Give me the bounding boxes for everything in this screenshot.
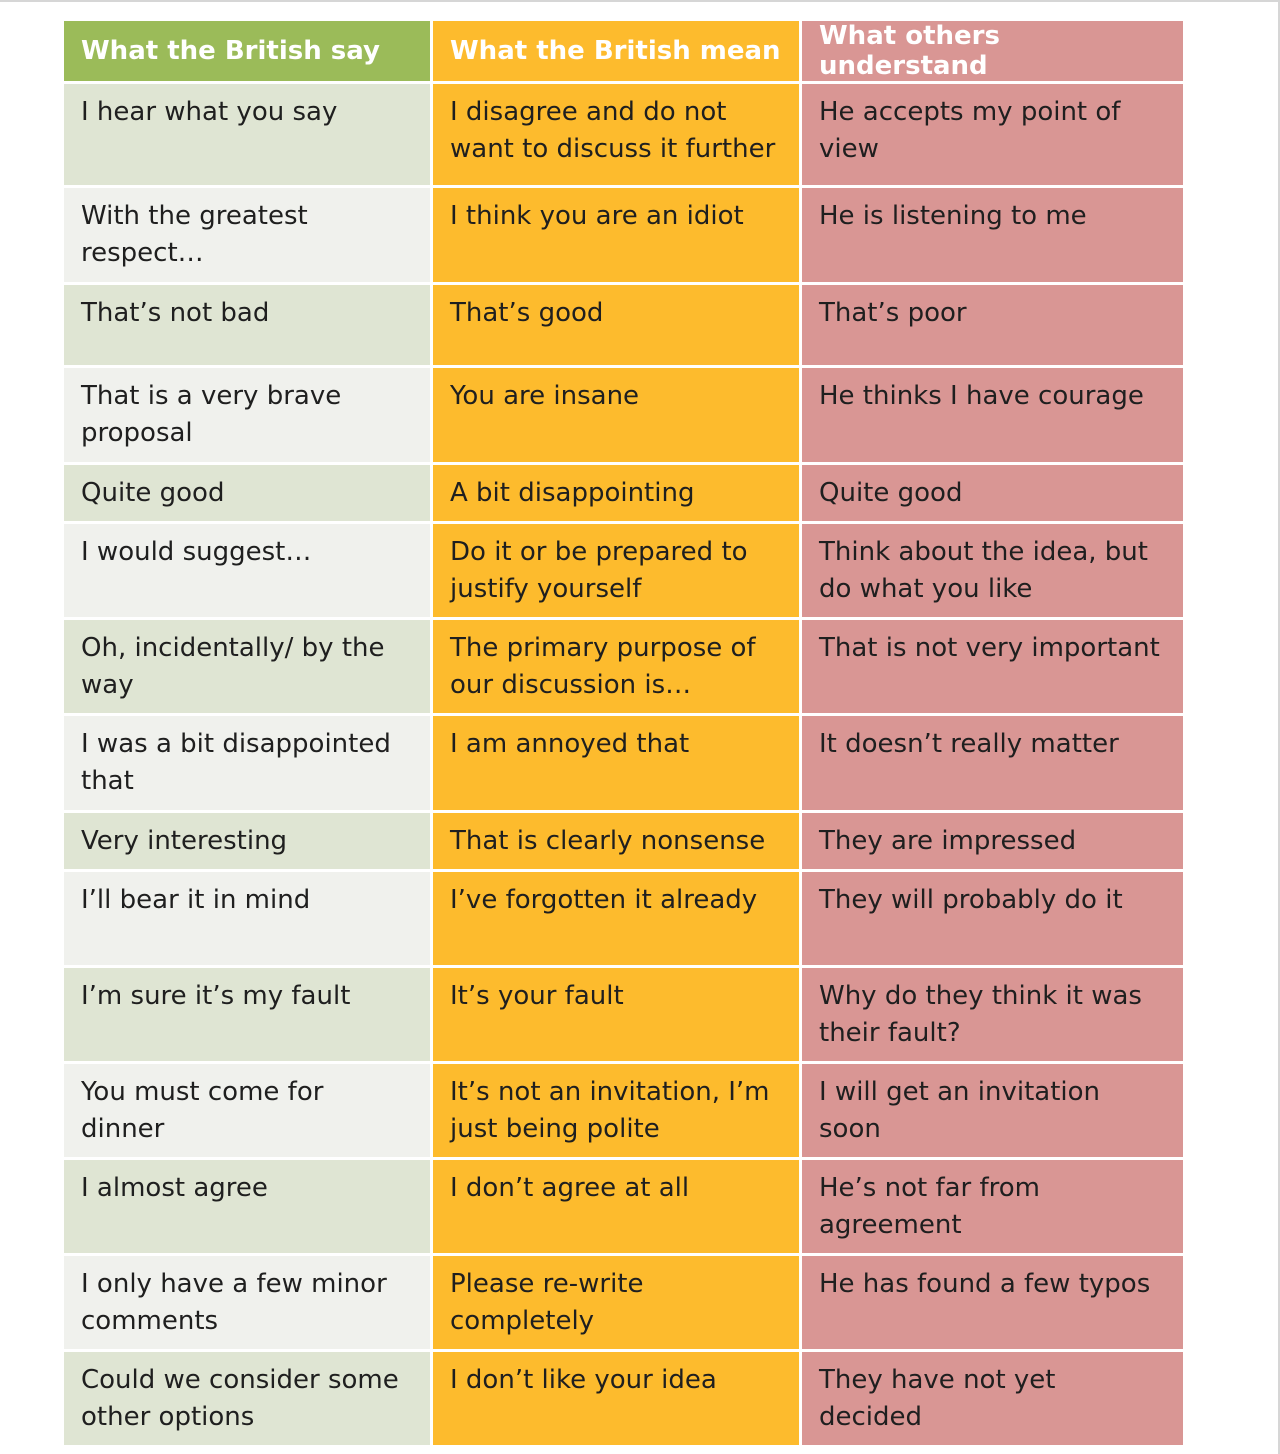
table-row: I was a bit disappointed that I am annoy…: [64, 716, 1183, 810]
table-row: I only have a few minor comments Please …: [64, 1256, 1183, 1349]
say-cell: I was a bit disappointed that: [64, 716, 430, 810]
say-cell: I would suggest…: [64, 524, 430, 617]
say-cell: Oh, incidentally/ by the way: [64, 620, 430, 713]
table-row: I would suggest… Do it or be prepared to…: [64, 524, 1183, 617]
say-cell: That is a very brave proposal: [64, 368, 430, 462]
understand-cell: That is not very important: [802, 620, 1183, 713]
say-cell: You must come for dinner: [64, 1064, 430, 1157]
table-row: You must come for dinner It’s not an inv…: [64, 1064, 1183, 1157]
say-cell: With the greatest respect…: [64, 188, 430, 282]
mean-cell: I’ve forgotten it already: [433, 872, 799, 965]
mean-cell: You are insane: [433, 368, 799, 462]
understand-cell: Quite good: [802, 465, 1183, 521]
mean-cell: That is clearly nonsense: [433, 813, 799, 869]
understand-cell: They are impressed: [802, 813, 1183, 869]
understand-cell: They have not yet decided: [802, 1352, 1183, 1445]
table-row: Oh, incidentally/ by the way The primary…: [64, 620, 1183, 713]
mean-cell: That’s good: [433, 285, 799, 365]
table-row: I’m sure it’s my fault It’s your fault W…: [64, 968, 1183, 1061]
right-border: [1278, 0, 1280, 1454]
mean-cell: I think you are an idiot: [433, 188, 799, 282]
mean-cell: It’s your fault: [433, 968, 799, 1061]
understand-cell: He accepts my point of view: [802, 84, 1183, 185]
understand-cell: It doesn’t really matter: [802, 716, 1183, 810]
understand-cell: He’s not far from agreement: [802, 1160, 1183, 1253]
table-row: I almost agree I don’t agree at all He’s…: [64, 1160, 1183, 1253]
mean-cell: I don’t agree at all: [433, 1160, 799, 1253]
table-row: That’s not bad That’s good That’s poor: [64, 285, 1183, 365]
mean-cell: A bit disappointing: [433, 465, 799, 521]
understand-cell: I will get an invitation soon: [802, 1064, 1183, 1157]
header-row: What the British say What the British me…: [64, 21, 1183, 81]
say-cell: I’ll bear it in mind: [64, 872, 430, 965]
table-row: Could we consider some other options I d…: [64, 1352, 1183, 1445]
understand-cell: Why do they think it was their fault?: [802, 968, 1183, 1061]
say-cell: I only have a few minor comments: [64, 1256, 430, 1349]
table-row: That is a very brave proposal You are in…: [64, 368, 1183, 462]
top-border: [0, 0, 1280, 2]
table-row: Quite good A bit disappointing Quite goo…: [64, 465, 1183, 521]
table-row: With the greatest respect… I think you a…: [64, 188, 1183, 282]
mean-cell: It’s not an invitation, I’m just being p…: [433, 1064, 799, 1157]
understand-cell: They will probably do it: [802, 872, 1183, 965]
say-cell: Quite good: [64, 465, 430, 521]
mean-cell: Please re-write completely: [433, 1256, 799, 1349]
mean-cell: I am annoyed that: [433, 716, 799, 810]
say-cell: Very interesting: [64, 813, 430, 869]
understand-cell: He has found a few typos: [802, 1256, 1183, 1349]
british-phrases-table: What the British say What the British me…: [61, 18, 1186, 1448]
header-what-british-mean: What the British mean: [433, 21, 799, 81]
table-row: Very interesting That is clearly nonsens…: [64, 813, 1183, 869]
table-row: I hear what you say I disagree and do no…: [64, 84, 1183, 185]
mean-cell: The primary purpose of our discussion is…: [433, 620, 799, 713]
say-cell: I’m sure it’s my fault: [64, 968, 430, 1061]
understand-cell: He thinks I have courage: [802, 368, 1183, 462]
mean-cell: Do it or be prepared to justify yourself: [433, 524, 799, 617]
say-cell: Could we consider some other options: [64, 1352, 430, 1445]
header-what-british-say: What the British say: [64, 21, 430, 81]
understand-cell: He is listening to me: [802, 188, 1183, 282]
header-what-others-understand: What others understand: [802, 21, 1183, 81]
say-cell: I hear what you say: [64, 84, 430, 185]
understand-cell: Think about the idea, but do what you li…: [802, 524, 1183, 617]
understand-cell: That’s poor: [802, 285, 1183, 365]
mean-cell: I disagree and do not want to discuss it…: [433, 84, 799, 185]
mean-cell: I don’t like your idea: [433, 1352, 799, 1445]
table-row: I’ll bear it in mind I’ve forgotten it a…: [64, 872, 1183, 965]
say-cell: I almost agree: [64, 1160, 430, 1253]
say-cell: That’s not bad: [64, 285, 430, 365]
